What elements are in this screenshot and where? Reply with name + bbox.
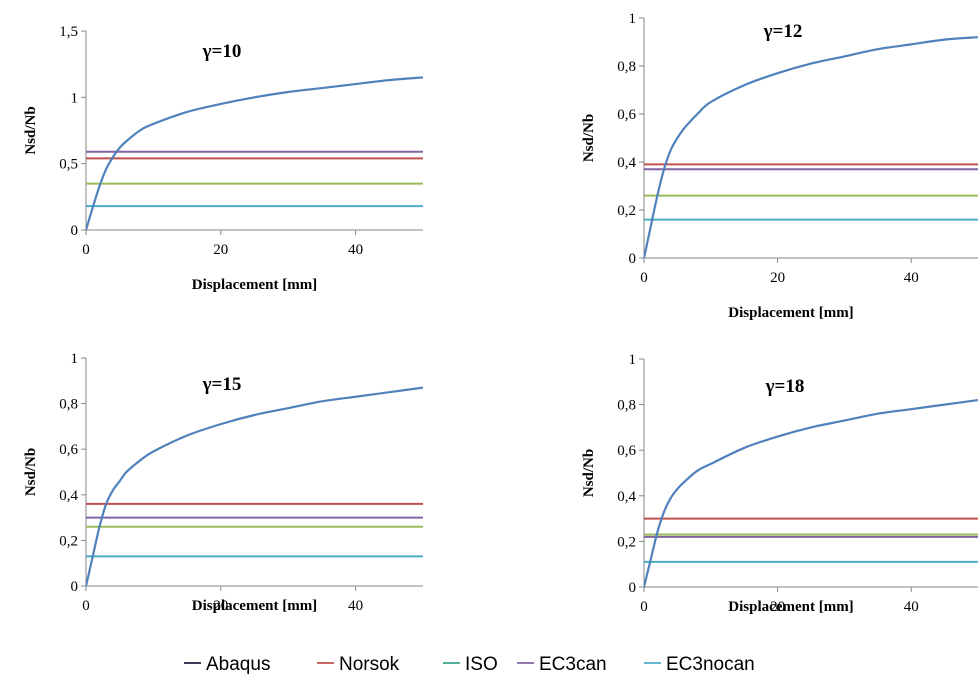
legend-item-abaqus: Abaqus: [184, 654, 270, 675]
legend-item-iso: ISO: [443, 654, 498, 675]
x-axis-label: Displacement [mm]: [192, 277, 317, 293]
y-tick-label: 0,2: [617, 203, 636, 219]
x-tick-label: 20: [213, 598, 228, 614]
chart-title: γ=18: [765, 376, 805, 397]
chart-panel-4: 0 0,2 0,4 0,6 0,8 1 0 20 40 Displacement [mm] Nsd/…: [581, 352, 978, 615]
x-axis-label: Displacement [mm]: [192, 598, 317, 614]
legend-label: EC3nocan: [666, 654, 755, 675]
legend-label: EC3can: [539, 654, 607, 675]
y-tick-label: 0,8: [617, 59, 636, 75]
y-tick-label: 0,8: [59, 397, 78, 413]
y-tick-label: 0,4: [617, 155, 636, 171]
legend-item-norsok: Norsok: [317, 654, 400, 675]
y-tick-label: 0: [71, 579, 79, 595]
chart-panels: 0 0,5 1 1,5 0 20 40 Displacement [mm] Nsd/Nb γ=10…: [23, 11, 978, 615]
plot-area: [86, 76, 423, 231]
legend: Abaqus Norsok ISO EC3can EC3nocan: [184, 654, 755, 675]
y-tick-label: 0,4: [59, 488, 78, 504]
y-tick-label: 0,2: [59, 533, 78, 549]
y-tick-label: 1,5: [59, 24, 78, 40]
y-tick-label: 0: [629, 580, 637, 596]
y-tick-label: 0,4: [617, 489, 636, 505]
y-axis-label: Nsd/Nb: [581, 114, 597, 162]
x-tick-label: 20: [770, 599, 785, 615]
y-tick-label: 0,8: [617, 398, 636, 414]
x-tick-label: 0: [82, 598, 90, 614]
x-tick-label: 0: [640, 270, 648, 286]
y-tick-label: 1: [71, 351, 79, 367]
y-tick-label: 0: [629, 251, 637, 267]
y-tick-label: 0,6: [617, 443, 636, 459]
x-tick-label: 20: [213, 242, 228, 258]
plot-area: [644, 398, 978, 588]
x-axis-label: Displacement [mm]: [728, 305, 853, 321]
series-abaqus-line: [86, 76, 423, 231]
chart-panel-3: 0 0,2 0,4 0,6 0,8 1 0 20 40 Displacement [mm] Nsd/…: [23, 351, 423, 614]
y-tick-label: 0,2: [617, 534, 636, 550]
plot-area: [86, 386, 423, 587]
legend-label: Norsok: [339, 654, 400, 675]
y-axis-label: Nsd/Nb: [23, 448, 39, 496]
y-axis-label: Nsd/Nb: [581, 449, 597, 497]
x-tick-label: 40: [348, 598, 363, 614]
chart-panel-1: 0 0,5 1 1,5 0 20 40 Displacement [mm] Nsd/Nb γ=10: [23, 24, 423, 293]
y-tick-label: 0,5: [59, 157, 78, 173]
legend-label: ISO: [465, 654, 498, 675]
x-axis-label: Displacement [mm]: [728, 599, 853, 615]
y-tick-label: 0,6: [617, 107, 636, 123]
x-tick-label: 40: [348, 242, 363, 258]
x-tick-label: 20: [770, 270, 785, 286]
plot-area: [644, 36, 978, 259]
y-tick-label: 1: [629, 11, 637, 27]
chart-panel-2: 0 0,2 0,4 0,6 0,8 1 0 20 40 Displacement [mm] Nsd/…: [581, 11, 978, 321]
chart-title: γ=12: [763, 21, 803, 42]
y-tick-label: 1: [629, 352, 637, 368]
y-tick-label: 0: [71, 223, 79, 239]
legend-item-ec3nocan: EC3nocan: [644, 654, 755, 675]
x-tick-label: 40: [904, 599, 919, 615]
series-abaqus-line: [644, 398, 978, 588]
x-tick-label: 0: [82, 242, 90, 258]
y-tick-label: 0,6: [59, 442, 78, 458]
x-tick-label: 0: [640, 599, 648, 615]
series-abaqus-line: [644, 36, 978, 259]
x-tick-label: 40: [904, 270, 919, 286]
series-abaqus-line: [86, 386, 423, 587]
chart-title: γ=15: [202, 374, 242, 395]
chart-title: γ=10: [202, 41, 242, 62]
y-axis-label: Nsd/Nb: [23, 106, 39, 154]
y-tick-label: 1: [71, 90, 79, 106]
legend-item-ec3can: EC3can: [517, 654, 607, 675]
legend-label: Abaqus: [206, 654, 270, 675]
